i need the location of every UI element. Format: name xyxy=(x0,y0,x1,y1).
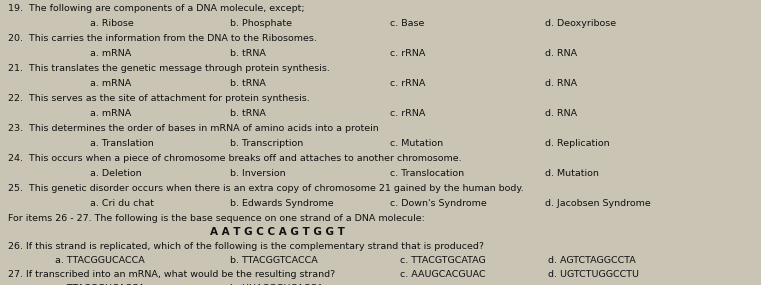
Text: 20.  This carries the information from the DNA to the Ribosomes.: 20. This carries the information from th… xyxy=(8,34,317,43)
Text: 25.  This genetic disorder occurs when there is an extra copy of chromosome 21 g: 25. This genetic disorder occurs when th… xyxy=(8,184,524,193)
Text: c. rRNA: c. rRNA xyxy=(390,79,425,88)
Text: d. UGTCTUGGCCTU: d. UGTCTUGGCCTU xyxy=(548,270,639,279)
Text: b. Transcription: b. Transcription xyxy=(230,139,303,148)
Text: d. RNA: d. RNA xyxy=(545,79,577,88)
Text: d. Replication: d. Replication xyxy=(545,139,610,148)
Text: c. rRNA: c. rRNA xyxy=(390,49,425,58)
Text: For items 26 - 27. The following is the base sequence on one strand of a DNA mol: For items 26 - 27. The following is the … xyxy=(8,214,425,223)
Text: d. AGTCTAGGCCTA: d. AGTCTAGGCCTA xyxy=(548,256,635,265)
Text: a. mRNA: a. mRNA xyxy=(90,49,131,58)
Text: c. TTACGTGCATAG: c. TTACGTGCATAG xyxy=(400,256,486,265)
Text: d. RNA: d. RNA xyxy=(545,49,577,58)
Text: a. TTACGGUCACCA: a. TTACGGUCACCA xyxy=(55,256,145,265)
Text: b. Inversion: b. Inversion xyxy=(230,169,285,178)
Text: c. AAUGCACGUAC: c. AAUGCACGUAC xyxy=(400,270,486,279)
Text: a. TTACGGUCACCA: a. TTACGGUCACCA xyxy=(55,284,145,285)
Text: c. Translocation: c. Translocation xyxy=(390,169,464,178)
Text: b. tRNA: b. tRNA xyxy=(230,79,266,88)
Text: d. Jacobsen Syndrome: d. Jacobsen Syndrome xyxy=(545,199,651,208)
Text: 24.  This occurs when a piece of chromosome breaks off and attaches to another c: 24. This occurs when a piece of chromoso… xyxy=(8,154,462,163)
Text: A A T G C C A G T G G T: A A T G C C A G T G G T xyxy=(210,227,345,237)
Text: 21.  This translates the genetic message through protein synthesis.: 21. This translates the genetic message … xyxy=(8,64,330,73)
Text: c. Mutation: c. Mutation xyxy=(390,139,443,148)
Text: 19.  The following are components of a DNA molecule, except;: 19. The following are components of a DN… xyxy=(8,4,304,13)
Text: c. Down's Syndrome: c. Down's Syndrome xyxy=(390,199,487,208)
Text: d. RNA: d. RNA xyxy=(545,109,577,118)
Text: b. tRNA: b. tRNA xyxy=(230,109,266,118)
Text: c. rRNA: c. rRNA xyxy=(390,109,425,118)
Text: 22.  This serves as the site of attachment for protein synthesis.: 22. This serves as the site of attachmen… xyxy=(8,94,310,103)
Text: a. Ribose: a. Ribose xyxy=(90,19,134,28)
Text: b. tRNA: b. tRNA xyxy=(230,49,266,58)
Text: a. mRNA: a. mRNA xyxy=(90,109,131,118)
Text: d. Mutation: d. Mutation xyxy=(545,169,599,178)
Text: b. UUACGGUCACCA: b. UUACGGUCACCA xyxy=(230,284,323,285)
Text: a. Cri du chat: a. Cri du chat xyxy=(90,199,154,208)
Text: 27. If transcribed into an mRNA, what would be the resulting strand?: 27. If transcribed into an mRNA, what wo… xyxy=(8,270,336,279)
Text: 26. If this strand is replicated, which of the following is the complementary st: 26. If this strand is replicated, which … xyxy=(8,242,484,251)
Text: c. Base: c. Base xyxy=(390,19,425,28)
Text: a. mRNA: a. mRNA xyxy=(90,79,131,88)
Text: b. Phosphate: b. Phosphate xyxy=(230,19,292,28)
Text: a. Translation: a. Translation xyxy=(90,139,154,148)
Text: a. Deletion: a. Deletion xyxy=(90,169,142,178)
Text: 23.  This determines the order of bases in mRNA of amino acids into a protein: 23. This determines the order of bases i… xyxy=(8,124,379,133)
Text: b. TTACGGTCACCA: b. TTACGGTCACCA xyxy=(230,256,318,265)
Text: d. Deoxyribose: d. Deoxyribose xyxy=(545,19,616,28)
Text: b. Edwards Syndrome: b. Edwards Syndrome xyxy=(230,199,333,208)
